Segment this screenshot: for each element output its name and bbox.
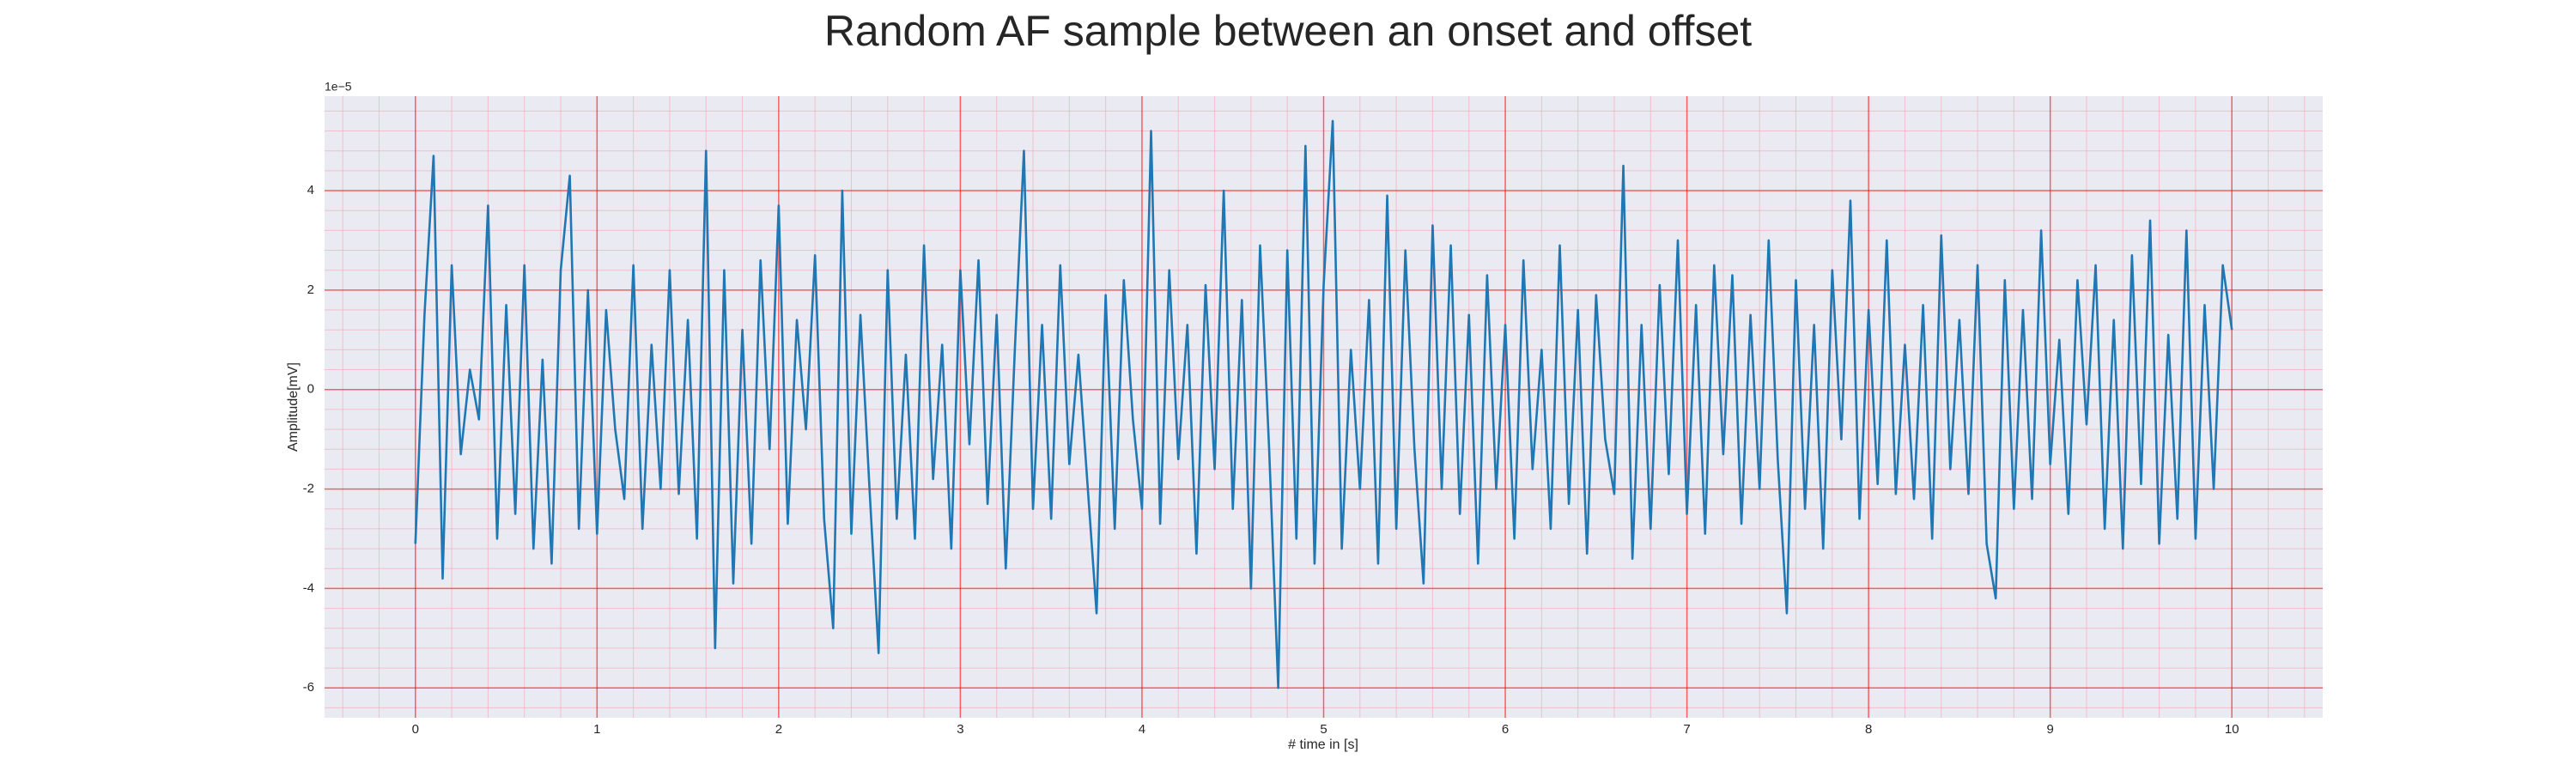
- y-tick-label: 4: [307, 183, 314, 197]
- y-axis-label: Amplitude[mV]: [286, 362, 301, 452]
- x-tick-label: 6: [1502, 722, 1509, 737]
- y-tick-label: -2: [303, 482, 314, 496]
- x-tick-label: 10: [2225, 722, 2239, 737]
- chart-title: Random AF sample between an onset and of…: [824, 7, 1752, 55]
- y-tick-label: -6: [303, 680, 314, 695]
- x-tick-label: 8: [1865, 722, 1872, 737]
- x-tick-label: 4: [1139, 722, 1145, 737]
- y-tick-label: 0: [307, 382, 314, 397]
- y-tick-label: -4: [303, 580, 314, 595]
- y-tick-label: 2: [307, 282, 314, 297]
- x-tick-label: 0: [412, 722, 419, 737]
- x-tick-label: 1: [593, 722, 600, 737]
- signal-line: [414, 119, 2233, 689]
- y-offset-label: 1e−5: [325, 80, 352, 94]
- x-tick-label: 3: [957, 722, 963, 737]
- x-tick-label: 7: [1683, 722, 1690, 737]
- x-tick-label: 2: [775, 722, 782, 737]
- x-tick-label: 9: [2047, 722, 2054, 737]
- x-axis-label: # time in [s]: [1288, 738, 1358, 752]
- x-tick-label: 5: [1320, 722, 1327, 737]
